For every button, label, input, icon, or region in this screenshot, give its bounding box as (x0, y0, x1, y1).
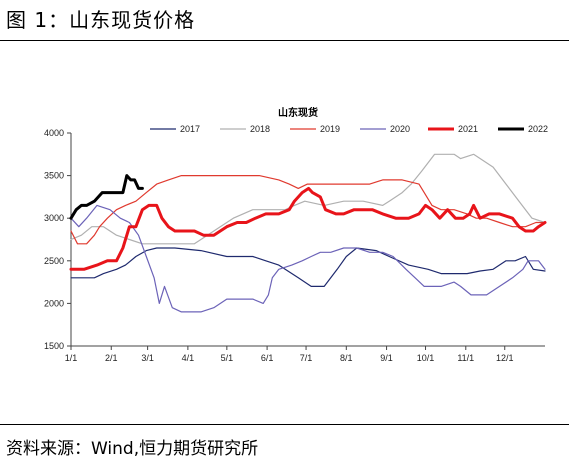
chart-title: 山东现货 (278, 106, 318, 119)
y-tick-label: 2500 (44, 256, 64, 266)
x-tick-label: 8/1 (340, 353, 353, 363)
legend-label-2021: 2021 (458, 124, 478, 134)
y-tick-label: 3000 (44, 213, 64, 223)
series-line-2020 (70, 204, 546, 313)
x-axis: 1/1 2/1 3/1 4/1 5/1 6/1 7/1 8/1 9/1 10/1 11/1 12/1 (65, 345, 545, 363)
x-tick-label: 10/1 (417, 353, 435, 363)
legend-label-2022: 2022 (528, 124, 548, 134)
legend-label-2017: 2017 (180, 124, 200, 134)
top-rule (0, 40, 569, 41)
x-tick-label: 9/1 (380, 353, 393, 363)
y-axis: 1500 2000 2500 3000 3500 4000 (44, 128, 72, 351)
x-tick-label: 1/1 (65, 353, 78, 363)
series-line-2017 (70, 247, 546, 287)
legend-label-2019: 2019 (320, 124, 340, 134)
series-line-2021 (69, 186, 547, 271)
x-tick-label: 3/1 (141, 353, 154, 363)
x-tick-label: 4/1 (182, 353, 195, 363)
line-chart: 山东现货 2017 2018 2019 2020 2021 2022 1500 2000 25… (44, 106, 548, 363)
x-tick-label: 12/1 (496, 353, 514, 363)
legend-label-2020: 2020 (390, 124, 410, 134)
bottom-rule (0, 424, 569, 425)
x-tick-label: 11/1 (457, 353, 474, 363)
x-tick-label: 7/1 (300, 353, 313, 363)
y-tick-label: 2000 (44, 298, 64, 308)
series-line-2022 (69, 174, 144, 220)
x-tick-label: 6/1 (261, 353, 274, 363)
legend-label-2018: 2018 (250, 124, 270, 134)
x-tick-label: 5/1 (221, 353, 234, 363)
series-line-2018 (70, 153, 546, 245)
legend: 2017 2018 2019 2020 2021 2022 (150, 124, 548, 134)
plot-area (69, 153, 547, 313)
x-tick-label: 2/1 (105, 353, 118, 363)
figure-title: 图 1：山东现货价格 (6, 8, 196, 32)
y-tick-label: 1500 (44, 341, 64, 351)
y-tick-label: 3500 (44, 171, 64, 181)
figure-source: 资料来源：Wind,恒力期货研究所 (6, 439, 259, 459)
y-tick-label: 4000 (44, 128, 64, 138)
